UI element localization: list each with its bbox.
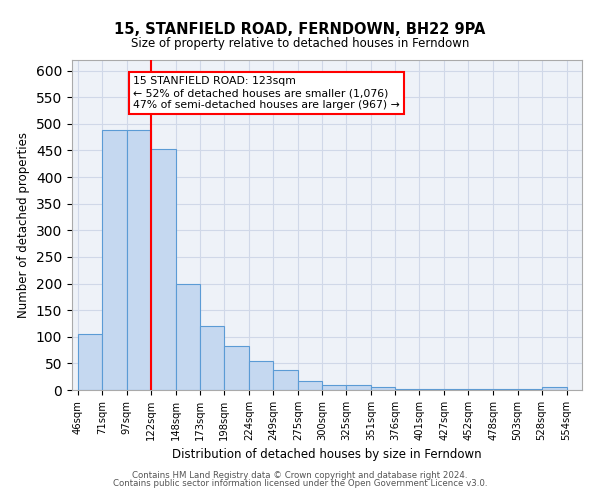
Bar (273, 370, 298, 390)
Bar (346, 384, 371, 390)
Bar (249, 360, 273, 390)
Text: Contains HM Land Registry data © Crown copyright and database right 2024.: Contains HM Land Registry data © Crown c… (132, 470, 468, 480)
Bar (542, 388, 566, 390)
Bar (469, 389, 493, 390)
Bar (78, 334, 102, 390)
Bar (176, 284, 200, 390)
Bar (371, 388, 395, 390)
Text: Size of property relative to detached houses in Ferndown: Size of property relative to detached ho… (131, 38, 469, 51)
Text: 15 STANFIELD ROAD: 123sqm
← 52% of detached houses are smaller (1,076)
47% of se: 15 STANFIELD ROAD: 123sqm ← 52% of detac… (133, 76, 400, 110)
Bar (322, 384, 346, 390)
Text: Contains public sector information licensed under the Open Government Licence v3: Contains public sector information licen… (113, 479, 487, 488)
Bar (200, 326, 224, 390)
Bar (102, 130, 127, 390)
Bar (151, 149, 176, 390)
X-axis label: Distribution of detached houses by size in Ferndown: Distribution of detached houses by size … (172, 448, 482, 462)
Text: 15, STANFIELD ROAD, FERNDOWN, BH22 9PA: 15, STANFIELD ROAD, FERNDOWN, BH22 9PA (115, 22, 485, 38)
Bar (395, 389, 419, 390)
Bar (419, 389, 445, 390)
Bar (445, 389, 469, 390)
Bar (298, 381, 322, 390)
Bar (127, 130, 151, 390)
Y-axis label: Number of detached properties: Number of detached properties (17, 132, 31, 318)
Bar (224, 346, 249, 390)
